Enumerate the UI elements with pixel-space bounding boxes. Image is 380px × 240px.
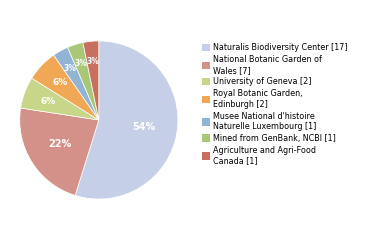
- Text: 54%: 54%: [133, 122, 156, 132]
- Wedge shape: [68, 42, 99, 120]
- Wedge shape: [20, 108, 99, 195]
- Wedge shape: [54, 47, 99, 120]
- Text: 3%: 3%: [63, 64, 76, 73]
- Wedge shape: [21, 78, 99, 120]
- Wedge shape: [32, 55, 99, 120]
- Text: 3%: 3%: [86, 57, 99, 66]
- Text: 6%: 6%: [41, 97, 56, 106]
- Wedge shape: [75, 41, 178, 199]
- Text: 6%: 6%: [52, 78, 68, 87]
- Text: 3%: 3%: [74, 59, 87, 68]
- Legend: Naturalis Biodiversity Center [17], National Botanic Garden of
Wales [7], Univer: Naturalis Biodiversity Center [17], Nati…: [201, 43, 347, 165]
- Text: 22%: 22%: [48, 139, 71, 149]
- Wedge shape: [83, 41, 99, 120]
